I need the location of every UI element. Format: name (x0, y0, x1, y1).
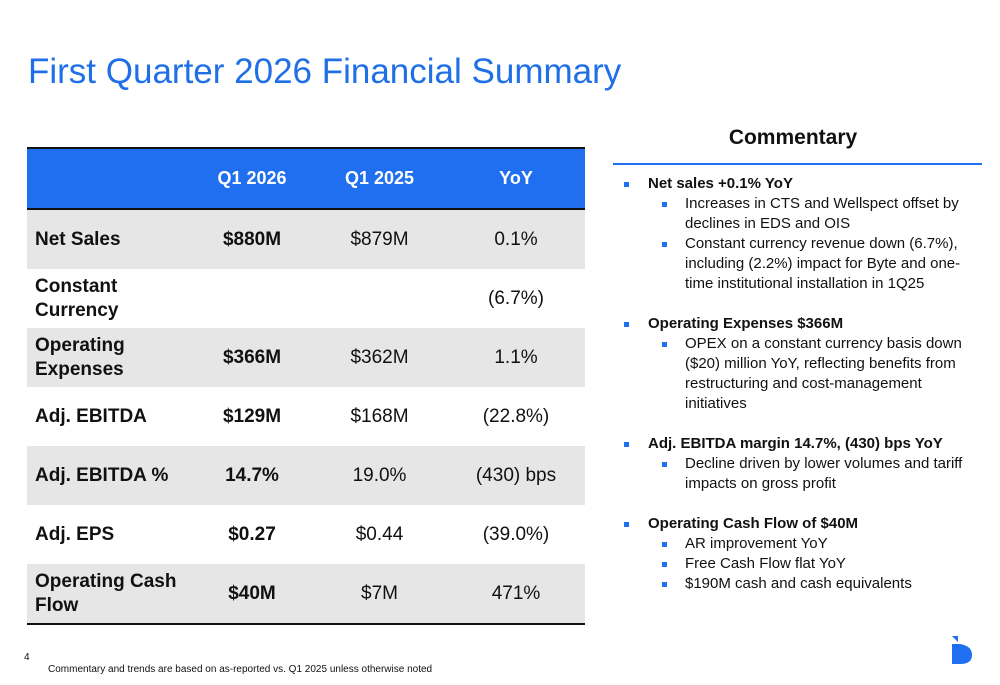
commentary-section: Operating Cash Flow of $40M AR improvemen… (622, 514, 977, 594)
commentary-heading: Commentary (728, 126, 858, 149)
cell: $168M (350, 405, 409, 427)
commentary: Net sales +0.1% YoY Increases in CTS and … (622, 174, 977, 614)
commentary-section: Adj. EBITDA margin 14.7%, (430) bps YoY D… (622, 434, 977, 494)
bullet: Free Cash Flow flat YoY (622, 554, 977, 574)
row-label: Operating Cash Flow (27, 564, 192, 625)
logo (952, 636, 972, 664)
table-row: Adj. EBITDA $129M $168M (22.8%) (27, 387, 585, 446)
row-label: Constant Currency (35, 275, 119, 321)
cell: $880M (192, 209, 312, 269)
cell: $879M (312, 209, 447, 269)
cell: 1.1% (447, 328, 585, 387)
cell: $0.27 (228, 523, 276, 545)
bullet: Decline driven by lower volumes and tari… (622, 454, 977, 494)
cell: $40M (192, 564, 312, 625)
footnote: Commentary and trends are based on as-re… (48, 664, 433, 675)
table-row: Net Sales $880M $879M 0.1% (27, 209, 585, 269)
cell: 19.0% (312, 446, 447, 505)
cell: (39.0%) (482, 523, 550, 545)
cell (192, 269, 312, 328)
row-label: Adj. EBITDA (35, 405, 147, 427)
table-row: Operating Cash Flow $40M $7M 471% (27, 564, 585, 625)
table-row: Constant Currency (6.7%) (27, 269, 585, 328)
cell: 471% (447, 564, 585, 625)
cell: $129M (222, 405, 282, 427)
summary-table: Q1 2026 Q1 2025 YoY Net Sales $880M $879M 0… (27, 147, 585, 625)
column-header: YoY (447, 147, 585, 210)
cell: $366M (192, 328, 312, 387)
cell: (6.7%) (488, 287, 544, 309)
row-label: Operating Expenses (27, 328, 192, 387)
title: First Quarter 2026 Financial Summary (28, 52, 622, 91)
cell (312, 269, 447, 328)
table-row: Adj. EPS $0.27 $0.44 (39.0%) (27, 505, 585, 564)
page-number: 4 (24, 652, 30, 663)
column-header: Q1 2025 (312, 147, 447, 210)
divider (613, 163, 982, 165)
bullet: AR improvement YoY (622, 534, 977, 554)
cell: (430) bps (447, 446, 585, 505)
cell: 0.1% (447, 209, 585, 269)
row-label: Adj. EPS (35, 523, 115, 545)
commentary-section: Operating Expenses $366M OPEX on a consta… (622, 314, 977, 414)
cell: 14.7% (192, 446, 312, 505)
section-title: Net sales +0.1% YoY (622, 174, 977, 194)
cell: (22.8%) (482, 405, 550, 427)
row-label: Net Sales (27, 209, 192, 269)
section-title: Adj. EBITDA margin 14.7%, (430) bps YoY (622, 434, 977, 454)
cell: $7M (312, 564, 447, 625)
cell: $0.44 (355, 523, 404, 545)
header-row: Q1 2026 Q1 2025 YoY (27, 147, 585, 210)
section-title: Operating Cash Flow of $40M (622, 514, 977, 534)
section-title: Operating Expenses $366M (622, 314, 977, 334)
column-header: Q1 2026 (192, 147, 312, 210)
bullet: $190M cash and cash equivalents (622, 574, 977, 594)
table-row: Adj. EBITDA % 14.7% 19.0% (430) bps (27, 446, 585, 505)
cell: $362M (312, 328, 447, 387)
bullet: Increases in CTS and Wellspect offset by… (622, 194, 977, 234)
row-label: Adj. EBITDA % (27, 446, 192, 505)
bullet: Constant currency revenue down (6.7%), i… (622, 234, 977, 294)
table-row: Operating Expenses $366M $362M 1.1% (27, 328, 585, 387)
commentary-section: Net sales +0.1% YoY Increases in CTS and … (622, 174, 977, 294)
bullet: OPEX on a constant currency basis down (… (622, 334, 977, 414)
